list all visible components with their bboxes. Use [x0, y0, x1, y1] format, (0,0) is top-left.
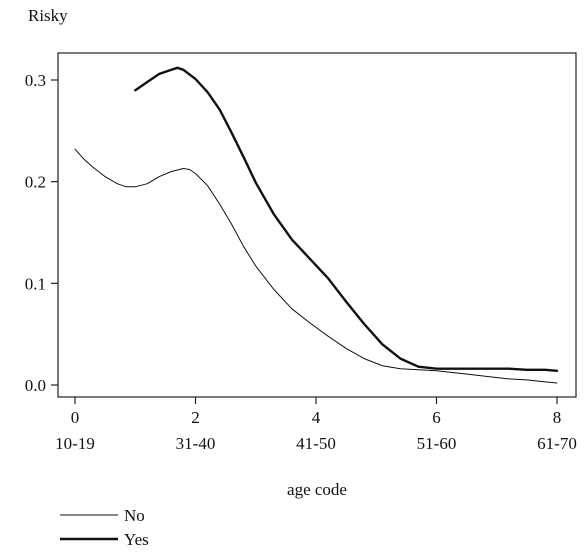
x-axis-label: age code: [287, 480, 347, 499]
x-tick-label: 6: [432, 408, 441, 427]
x-tick-label: 4: [312, 408, 321, 427]
legend-label: Yes: [124, 530, 149, 549]
x-tick-group-label: 41-50: [296, 434, 336, 453]
legend-item-no: No: [60, 506, 145, 525]
x-tick-group-label: 51-60: [417, 434, 457, 453]
x-axis: 0 10-19 2 31-40 4 41-50 6 51-60 8 61-70: [55, 397, 577, 453]
series-line-yes: [134, 66, 559, 372]
y-axis-label: Risky: [28, 6, 68, 25]
x-tick-label: 0: [71, 408, 80, 427]
y-tick-label: 0.3: [25, 71, 46, 90]
plot-frame: [57, 52, 577, 398]
legend: No Yes: [60, 506, 149, 549]
x-tick-label: 8: [553, 408, 562, 427]
legend-label: No: [124, 506, 145, 525]
x-tick-group-label: 10-19: [55, 434, 95, 453]
y-tick-label: 0.0: [25, 376, 46, 395]
series-lines: [74, 66, 559, 384]
x-tick-label: 2: [191, 408, 200, 427]
series-line-no: [74, 148, 558, 384]
y-axis: 0.0 0.1 0.2 0.3: [25, 71, 58, 395]
legend-item-yes: Yes: [60, 530, 149, 549]
x-tick-group-label: 31-40: [176, 434, 216, 453]
x-tick-group-label: 61-70: [537, 434, 577, 453]
y-tick-label: 0.2: [25, 173, 46, 192]
y-tick-label: 0.1: [25, 274, 46, 293]
